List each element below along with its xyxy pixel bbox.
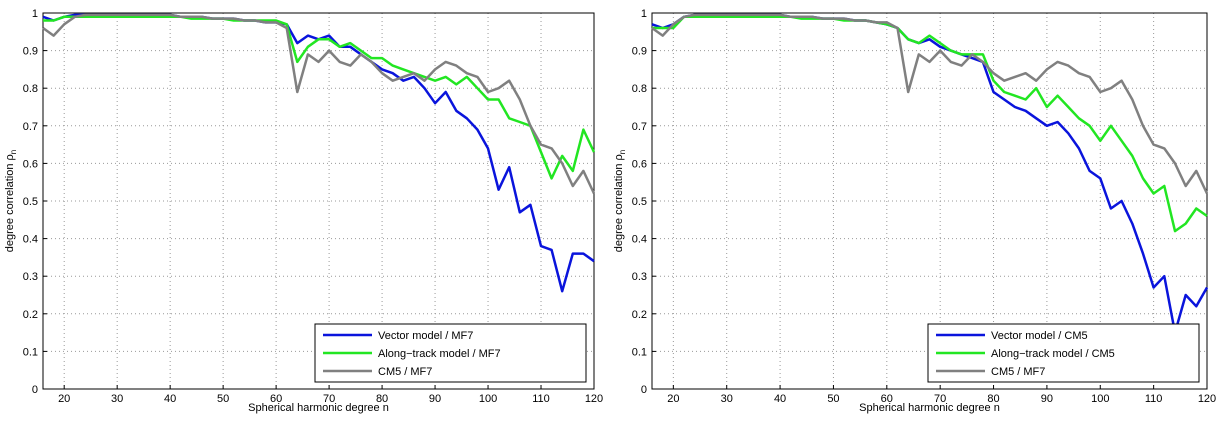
x-tick-label: 90: [1041, 393, 1053, 405]
series-line: [42, 13, 596, 195]
x-tick-label: 110: [1145, 393, 1163, 405]
x-tick-label: 40: [164, 393, 176, 405]
y-tick-label: 0.8: [632, 83, 647, 95]
y-tick-label: 0.7: [23, 121, 38, 133]
y-tick-label: 0.3: [23, 271, 38, 283]
legend-label: Vector model / CM5: [991, 330, 1088, 342]
y-tick-label: 0.6: [632, 158, 647, 170]
y-tick-label: 0.2: [632, 309, 647, 321]
x-tick-label: 70: [323, 393, 335, 405]
x-tick-label: 40: [774, 393, 786, 405]
x-tick-label: 50: [827, 393, 839, 405]
y-tick-label: 0.7: [632, 121, 647, 133]
y-tick-label: 0.1: [632, 346, 647, 358]
x-tick-label: 90: [429, 393, 441, 405]
y-tick-label: 0: [32, 384, 38, 396]
y-tick-label: 0.5: [23, 196, 38, 208]
legend-label: Along−track model / CM5: [991, 348, 1115, 360]
y-axis-label-subscript: n: [618, 150, 627, 154]
x-tick-label: 120: [585, 393, 603, 405]
y-axis-label: degree correlation ρn: [4, 150, 18, 252]
y-axis-label: degree correlation ρn: [613, 150, 627, 252]
x-tick-label: 80: [987, 393, 999, 405]
y-axis-label-main: degree correlation ρ: [613, 154, 625, 252]
legend-label: Vector model / MF7: [378, 330, 473, 342]
x-tick-label: 80: [376, 393, 388, 405]
axes-frame: [42, 12, 595, 390]
x-tick-label: 100: [1091, 393, 1109, 405]
x-tick-label: 30: [721, 393, 733, 405]
y-axis-label-subscript: n: [9, 150, 18, 154]
y-tick-label: 0: [641, 384, 647, 396]
x-tick-label: 60: [270, 393, 282, 405]
x-axis-label: Spherical harmonic degree n: [859, 402, 1000, 414]
legend-label: CM5 / MF7: [378, 366, 432, 378]
y-tick-label: 0.4: [23, 234, 38, 246]
y-tick-label: 0.4: [632, 234, 647, 246]
legend-label: CM5 / MF7: [991, 366, 1045, 378]
x-tick-label: 20: [667, 393, 679, 405]
x-tick-label: 60: [881, 393, 893, 405]
y-tick-label: 0.3: [632, 271, 647, 283]
x-tick-label: 100: [479, 393, 497, 405]
series-line: [43, 15, 596, 180]
y-tick-label: 0.9: [23, 46, 38, 58]
x-axis-label: Spherical harmonic degree n: [248, 402, 389, 414]
y-tick-label: 1: [32, 8, 38, 20]
legend-label: Along−track model / MF7: [378, 348, 501, 360]
y-tick-label: 0.9: [632, 46, 647, 58]
x-tick-label: 50: [217, 393, 229, 405]
series-line: [652, 15, 1208, 233]
x-tick-label: 30: [111, 393, 123, 405]
y-axis-label-main: degree correlation ρ: [4, 154, 16, 252]
x-tick-label: 70: [934, 393, 946, 405]
x-tick-label: 110: [532, 393, 550, 405]
y-tick-label: 0.6: [23, 158, 38, 170]
y-tick-label: 1: [641, 8, 647, 20]
axes-frame: [651, 12, 1208, 390]
x-tick-label: 20: [58, 393, 70, 405]
y-tick-label: 0.8: [23, 83, 38, 95]
x-tick-label: 120: [1198, 393, 1216, 405]
y-tick-label: 0.5: [632, 196, 647, 208]
y-tick-label: 0.1: [23, 346, 38, 358]
y-tick-label: 0.2: [23, 309, 38, 321]
series-line: [651, 13, 1209, 195]
